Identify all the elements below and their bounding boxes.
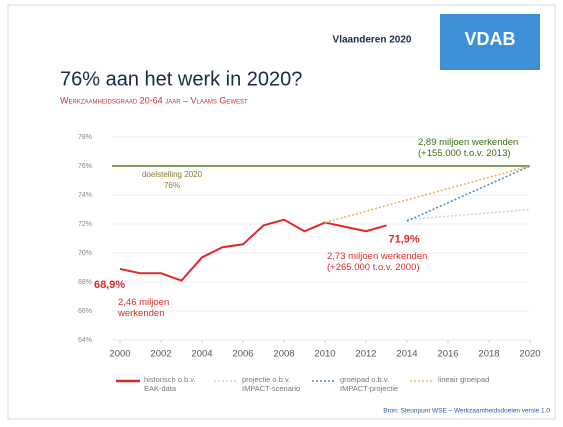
y-tick-label: 74% xyxy=(78,192,92,199)
y-tick-label: 78% xyxy=(78,134,92,141)
x-tick-label: 2004 xyxy=(191,349,212,360)
target-label: doelstelling 2020 xyxy=(142,170,203,179)
target-value-label: 76% xyxy=(164,181,180,190)
legend-label: historisch o.b.v. EAK-data xyxy=(144,375,196,393)
x-tick-label: 2016 xyxy=(437,349,458,360)
legend-label: lineair groeipad xyxy=(438,375,490,384)
y-tick-label: 70% xyxy=(78,250,92,257)
annotation: 2,73 miljoen werkenden (+265.000 t.o.v. … xyxy=(327,251,428,273)
region: Vlaanderen 2020 xyxy=(333,35,412,46)
y-tick-label: 68% xyxy=(78,279,92,286)
x-tick-label: 2000 xyxy=(109,349,130,360)
legend-label: projectie o.b.v. IMPACT-scenario xyxy=(242,375,301,393)
x-tick-label: 2020 xyxy=(519,349,540,360)
series-line xyxy=(406,208,531,221)
y-tick-label: 66% xyxy=(78,308,92,315)
annotation: 2,89 miljoen werkenden (+155.000 t.o.v. … xyxy=(418,137,519,159)
logo-box xyxy=(440,14,540,70)
x-tick-label: 2014 xyxy=(396,349,417,360)
title: 76% aan het werk in 2020? xyxy=(60,68,302,90)
source: Bron: Steunpunt WSE – Werkzaamheidsdoele… xyxy=(383,408,550,415)
legend-label: groeipad o.b.v. IMPACT-projectie xyxy=(340,375,399,393)
x-tick-label: 2006 xyxy=(232,349,253,360)
logo: VDAB xyxy=(464,29,515,49)
series-line xyxy=(119,218,387,282)
series-line xyxy=(406,165,531,222)
series-line xyxy=(324,165,531,224)
x-tick-label: 2018 xyxy=(478,349,499,360)
y-tick-label: 76% xyxy=(78,163,92,170)
frame xyxy=(7,4,556,420)
x-tick-label: 2010 xyxy=(314,349,335,360)
x-tick-label: 2012 xyxy=(355,349,376,360)
value-label: 71,9% xyxy=(389,233,420,245)
value-label: 68,9% xyxy=(94,279,125,291)
y-tick-label: 64% xyxy=(78,337,92,344)
annotation: 2,46 miljoen werkenden xyxy=(118,297,170,319)
x-tick-label: 2008 xyxy=(273,349,294,360)
y-tick-label: 72% xyxy=(78,221,92,228)
x-tick-label: 2002 xyxy=(150,349,171,360)
subtitle: Werkzaamheidsgraad 20-64 jaar – Vlaams G… xyxy=(60,95,248,105)
